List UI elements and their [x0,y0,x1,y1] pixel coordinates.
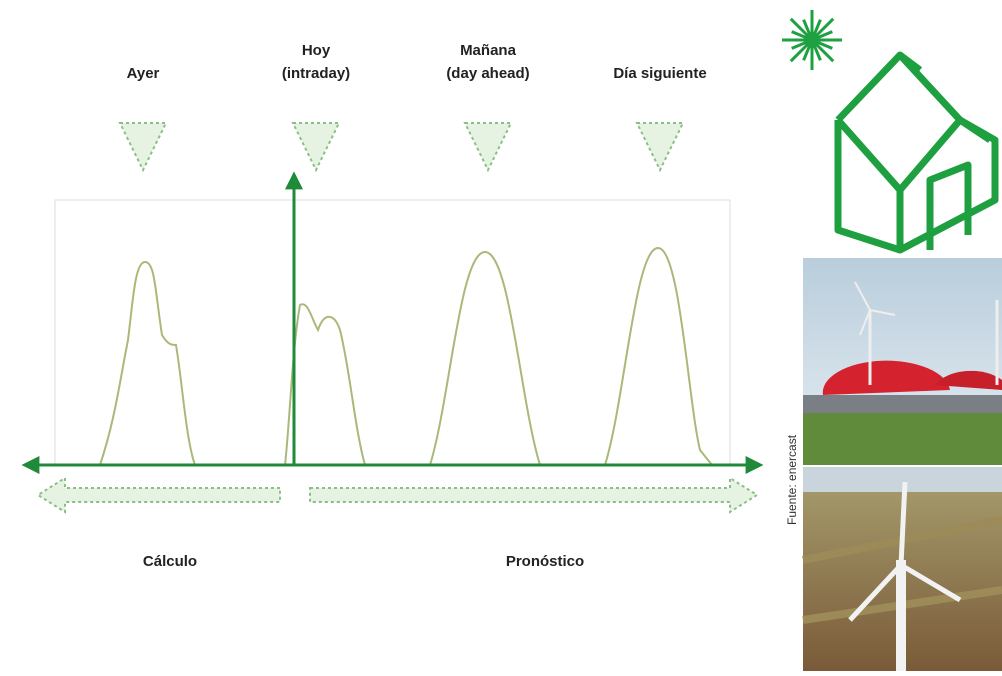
column-label: Mañana [460,42,517,59]
column-label: Día siguiente [613,65,706,82]
column-label: (intraday) [282,65,350,82]
curves [99,246,713,466]
photo-biogas [803,258,1002,465]
sun-ray [810,17,835,42]
column-label: Hoy [302,42,331,59]
range-label: Cálculo [143,553,197,570]
sun-ray [789,38,814,63]
house-icon [834,51,999,254]
sun-ray [789,17,814,42]
sun-ray [811,30,833,42]
sun-icon [782,10,842,70]
column-label: Ayer [127,65,160,82]
source-note: Fuente: enercast [785,434,799,525]
range-label: Pronóstico [506,553,584,570]
sun-ray [810,38,835,63]
markers [118,122,685,173]
photo-wind [802,467,1002,671]
range-arrows [36,476,759,514]
plot-frame [54,199,731,466]
column-label: (day ahead) [446,65,529,82]
